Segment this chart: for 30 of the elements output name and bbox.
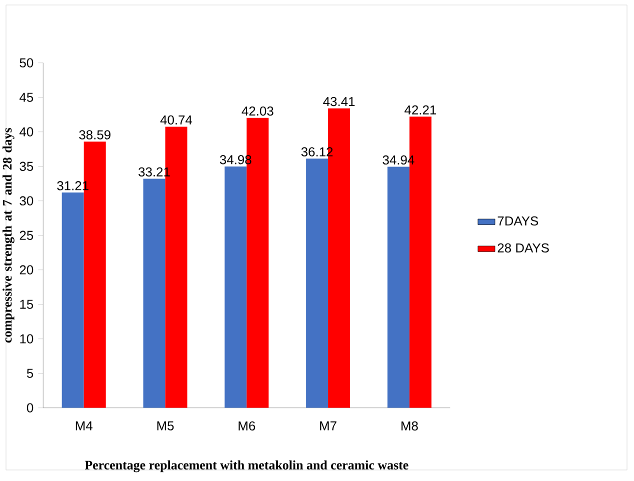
bar <box>62 192 84 408</box>
y-tick-label: 50 <box>20 58 34 68</box>
y-tick-label: 30 <box>20 196 34 206</box>
x-tick-label: M5 <box>157 421 174 430</box>
y-tick-label: 20 <box>20 265 34 274</box>
y-tick-label: 0 <box>26 403 34 412</box>
y-tick-label: 45 <box>20 92 34 102</box>
data-label: 38.59 <box>79 130 110 140</box>
x-tick-label: M7 <box>320 421 336 430</box>
legend-label: 7DAYS <box>498 216 538 226</box>
bar <box>224 166 247 408</box>
y-tick-label: 15 <box>20 300 34 309</box>
y-tick-label: 5 <box>26 368 34 378</box>
x-tick-label: M8 <box>402 421 418 431</box>
y-tick-label: 40 <box>20 127 34 136</box>
y-axis-title: compressive strength at 7 and 28 days <box>2 128 14 343</box>
bar <box>143 178 166 408</box>
legend-label: 28 DAYS <box>498 243 549 253</box>
data-label: 40.74 <box>160 115 192 125</box>
bar <box>387 166 410 408</box>
data-label: 42.21 <box>404 105 436 114</box>
x-axis-title: Percentage replacement with metakolin and ceramic waste <box>84 460 408 472</box>
y-tick-label: 25 <box>20 230 34 240</box>
x-tick-label: M4 <box>76 421 92 430</box>
bar <box>306 158 328 408</box>
y-tick-label: 10 <box>20 334 34 344</box>
x-tick-label: M6 <box>238 421 256 431</box>
data-label: 42.03 <box>242 106 274 116</box>
y-tick-label: 35 <box>20 162 34 171</box>
data-label: 43.41 <box>323 96 355 106</box>
